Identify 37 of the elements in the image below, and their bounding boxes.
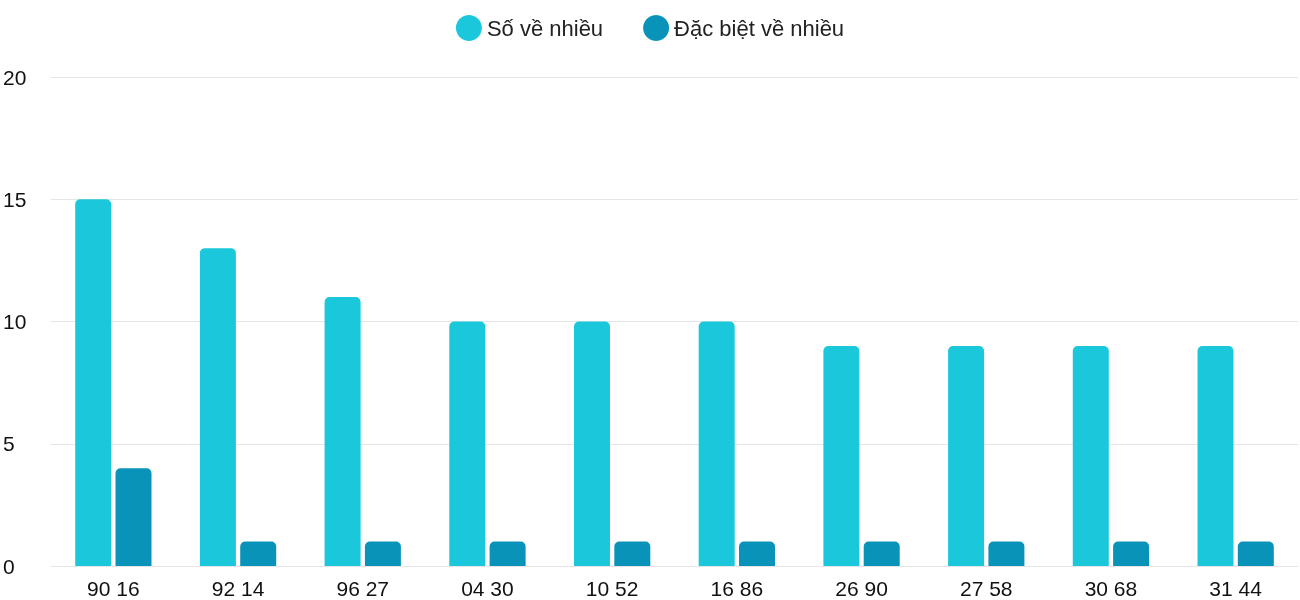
y-tick-label: 0	[3, 554, 15, 578]
bar	[240, 541, 277, 566]
y-tick-label: 5	[3, 432, 15, 456]
bar	[948, 345, 985, 566]
bar	[573, 321, 610, 566]
x-tick-label: 90 16	[87, 577, 140, 600]
x-tick-label: 04 30	[461, 577, 514, 600]
bar	[1113, 541, 1150, 566]
bar	[324, 297, 361, 566]
legend-label: Số về nhiều	[486, 15, 604, 41]
bar	[75, 199, 112, 566]
bar	[863, 541, 900, 566]
bar	[115, 468, 152, 566]
bar	[698, 321, 735, 566]
bar	[823, 345, 860, 566]
y-tick-label: 20	[3, 65, 27, 89]
x-tick-label: 30 68	[1084, 577, 1138, 600]
x-tick-label: 96 27	[336, 577, 390, 600]
bar	[1072, 345, 1109, 566]
y-tick-label: 15	[3, 187, 27, 211]
bar	[614, 541, 651, 566]
bar	[739, 541, 776, 566]
x-tick-label: 27 58	[959, 577, 1013, 600]
bar	[199, 248, 236, 566]
x-tick-label: 16 86	[710, 577, 764, 600]
bar	[1237, 541, 1274, 566]
x-tick-label: 26 90	[835, 577, 888, 600]
x-tick-label: 92 14	[211, 577, 265, 600]
bar	[489, 541, 526, 566]
bar	[988, 541, 1025, 566]
bar	[449, 321, 486, 566]
bar	[364, 541, 401, 566]
x-tick-label: 31 44	[1209, 577, 1263, 600]
y-tick-label: 10	[3, 310, 27, 333]
bar	[1197, 345, 1234, 566]
legend-label: Đặc biệt về nhiều	[674, 15, 845, 41]
x-tick-label: 10 52	[585, 577, 639, 600]
